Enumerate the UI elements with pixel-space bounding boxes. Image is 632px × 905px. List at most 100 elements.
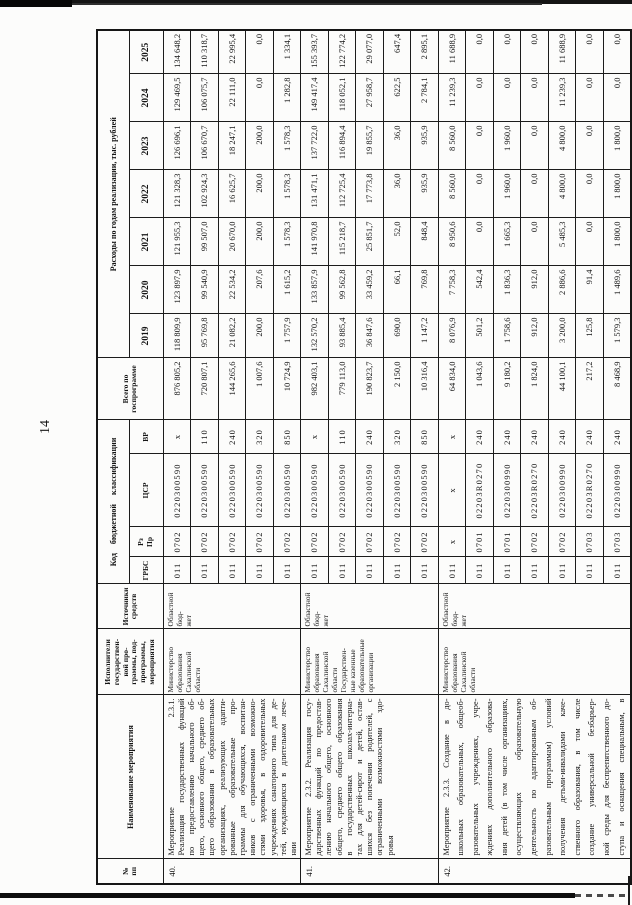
- grbs-cell: 011: [520, 557, 548, 584]
- year-value-cell: 1 578,3: [273, 217, 301, 266]
- year-value-cell: 132 570,2: [300, 313, 328, 358]
- year-value-cell: 155 393,7: [300, 29, 328, 74]
- csr-cell: 0220300590: [328, 454, 356, 527]
- total-value-cell: 44 100,1: [548, 357, 576, 420]
- year-value-cell: 110 318,7: [190, 29, 218, 74]
- header-vr: ВР: [129, 419, 163, 454]
- grbs-cell: 011: [300, 557, 328, 584]
- total-value-cell: 144 265,6: [218, 357, 246, 420]
- vr-cell: 240: [218, 419, 246, 454]
- header-year-2019: 2019: [129, 313, 163, 358]
- total-value-cell: 10 724,9: [273, 357, 301, 420]
- total-value-cell: 1 007,6: [245, 357, 273, 420]
- csr-cell: 0220300990: [493, 454, 521, 527]
- year-value-cell: 141 970,8: [300, 217, 328, 266]
- year-value-cell: 2 784,1: [410, 73, 438, 122]
- year-value-cell: 11 239,3: [438, 73, 466, 122]
- total-value-cell: 779 113,0: [328, 357, 356, 420]
- year-value-cell: 149 417,4: [300, 73, 328, 122]
- csr-cell: 0220300590: [273, 454, 301, 527]
- vr-cell: х: [163, 419, 191, 454]
- grbs-cell: 011: [493, 557, 521, 584]
- year-value-cell: 121 328,3: [163, 169, 191, 218]
- vr-cell: 240: [603, 419, 631, 454]
- year-value-cell: 36 847,6: [355, 313, 383, 358]
- vr-cell: 240: [575, 419, 603, 454]
- year-value-cell: 1 489,6: [603, 265, 631, 314]
- grbs-cell: 011: [245, 557, 273, 584]
- year-value-cell: 542,4: [465, 265, 493, 314]
- year-value-cell: 0,0: [520, 73, 548, 122]
- header-total: Всего по госпрограмме: [97, 357, 163, 420]
- year-value-cell: 0,0: [465, 29, 493, 74]
- vr-cell: 110: [190, 419, 218, 454]
- header-year-2023: 2023: [129, 121, 163, 170]
- scan-artifact-top-line: [72, 3, 542, 5]
- item-source-cell: Областной бюд- жет: [438, 584, 631, 629]
- year-value-cell: 126 696,1: [163, 121, 191, 170]
- rzpr-cell: 0703: [603, 527, 631, 557]
- year-value-cell: 99 507,0: [190, 217, 218, 266]
- vr-cell: 850: [410, 419, 438, 454]
- grbs-cell: 011: [575, 557, 603, 584]
- year-value-cell: 131 471,1: [300, 169, 328, 218]
- csr-cell: 02203R0270: [520, 454, 548, 527]
- total-value-cell: 9 180,2: [493, 357, 521, 420]
- vr-cell: 850: [273, 419, 301, 454]
- header-year-2024: 2024: [129, 73, 163, 122]
- grbs-cell: 011: [218, 557, 246, 584]
- year-value-cell: 137 722,0: [300, 121, 328, 170]
- grbs-cell: 011: [438, 557, 466, 584]
- scan-artifact-bottom-dashes: [575, 894, 627, 897]
- year-value-cell: 1 578,3: [273, 121, 301, 170]
- grbs-cell: 011: [355, 557, 383, 584]
- year-value-cell: 0,0: [520, 217, 548, 266]
- year-value-cell: 99 540,9: [190, 265, 218, 314]
- rzpr-cell: 0703: [575, 527, 603, 557]
- rzpr-cell: 0702: [355, 527, 383, 557]
- year-value-cell: 1 836,3: [493, 265, 521, 314]
- total-value-cell: 2 150,0: [383, 357, 411, 420]
- rzpr-cell: 0701: [493, 527, 521, 557]
- grbs-cell: 011: [163, 557, 191, 584]
- year-value-cell: 27 958,7: [355, 73, 383, 122]
- header-executor: Исполнители государствен- ной про- грамм…: [97, 629, 163, 695]
- csr-cell: 0220300590: [218, 454, 246, 527]
- year-value-cell: 5 485,3: [548, 217, 576, 266]
- year-value-cell: 129 469,5: [163, 73, 191, 122]
- year-value-cell: 125,8: [575, 313, 603, 358]
- total-value-cell: 217,2: [575, 357, 603, 420]
- header-csr: ЦСР: [129, 454, 163, 527]
- year-value-cell: 3 200,0: [548, 313, 576, 358]
- rzpr-cell: 0702: [300, 527, 328, 557]
- year-value-cell: 66,1: [383, 265, 411, 314]
- grbs-cell: 011: [548, 557, 576, 584]
- total-value-cell: 876 805,2: [163, 357, 191, 420]
- year-value-cell: 1 282,8: [273, 73, 301, 122]
- year-value-cell: 133 857,9: [300, 265, 328, 314]
- item-number-cell: 42.: [438, 859, 631, 884]
- year-value-cell: 36,0: [383, 169, 411, 218]
- year-value-cell: 16 625,7: [218, 169, 246, 218]
- year-value-cell: 1 758,6: [493, 313, 521, 358]
- vr-cell: 240: [548, 419, 576, 454]
- grbs-cell: 011: [190, 557, 218, 584]
- csr-cell: 0220300590: [245, 454, 273, 527]
- vr-cell: 320: [383, 419, 411, 454]
- year-value-cell: 200,0: [245, 169, 273, 218]
- year-value-cell: 0,0: [575, 29, 603, 74]
- vr-cell: 240: [465, 419, 493, 454]
- year-value-cell: 112 725,4: [328, 169, 356, 218]
- header-year-2025: 2025: [129, 29, 163, 74]
- total-value-cell: 10 316,4: [410, 357, 438, 420]
- year-value-cell: 115 218,7: [328, 217, 356, 266]
- csr-cell: 0220300590: [355, 454, 383, 527]
- csr-cell: 0220300590: [300, 454, 328, 527]
- year-value-cell: 647,4: [383, 29, 411, 74]
- header-name: Наименование мероприятия: [97, 695, 163, 859]
- year-value-cell: 0,0: [465, 73, 493, 122]
- budget-table: № пп Наименование мероприятия Исполнител…: [96, 28, 632, 885]
- item-source-cell: Областной бюд- жет: [300, 584, 438, 629]
- rzpr-cell: 0702: [548, 527, 576, 557]
- year-value-cell: 0,0: [575, 121, 603, 170]
